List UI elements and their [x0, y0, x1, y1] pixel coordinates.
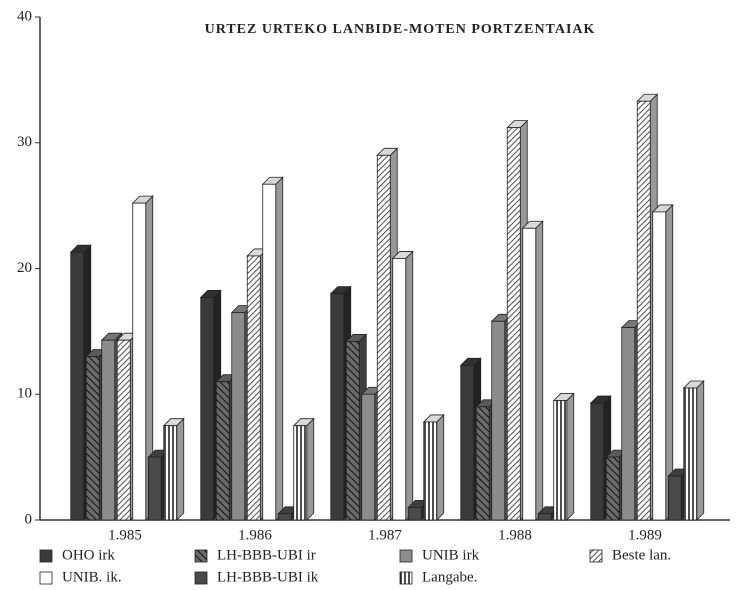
- bar: [330, 293, 345, 521]
- bar-side: [405, 250, 414, 521]
- y-tick-label: 20: [17, 260, 32, 276]
- bar: [147, 456, 162, 521]
- bar: [262, 183, 277, 521]
- bar: [621, 327, 636, 521]
- bar: [460, 364, 475, 521]
- legend-label: UNIB. ik.: [62, 569, 122, 585]
- legend-label: Langabe.: [422, 569, 477, 585]
- bar-side: [436, 413, 445, 521]
- bar-side: [176, 417, 185, 521]
- bar: [590, 402, 605, 521]
- legend-swatch: [399, 549, 413, 563]
- bar-hatch: [423, 421, 437, 520]
- y-tick-label: 40: [17, 8, 32, 24]
- y-tick-label: 0: [25, 511, 33, 527]
- bar: [537, 513, 552, 521]
- bar-hatch: [117, 340, 131, 520]
- y-tick-label: 10: [17, 386, 32, 402]
- bar: [132, 202, 147, 521]
- legend-label: LH-BBB-UBI ik: [217, 569, 319, 585]
- bar: [667, 475, 682, 521]
- y-tick-label: 30: [17, 134, 32, 150]
- chart-title: URTEZ URTEKO LANBIDE-MOTEN PORTZENTAIAK: [205, 22, 596, 37]
- bar-hatch: [476, 406, 490, 520]
- legend-swatch: [39, 571, 53, 585]
- bar-side: [696, 379, 705, 521]
- bar-side: [275, 176, 284, 521]
- bar-hatch: [86, 356, 100, 520]
- bar-side: [566, 392, 575, 521]
- legend-label: OHO irk: [62, 547, 115, 563]
- legend-label: Beste lan.: [612, 547, 671, 563]
- legend-hatch: [400, 572, 412, 584]
- x-tick-label: 1.985: [108, 527, 142, 543]
- bar-hatch: [293, 425, 307, 520]
- legend-hatch: [195, 550, 207, 562]
- bar-hatch: [637, 101, 651, 520]
- bar: [231, 312, 246, 521]
- x-tick-label: 1.986: [238, 527, 272, 543]
- legend-label: UNIB irk: [422, 547, 480, 563]
- legend-label: LH-BBB-UBI ir: [217, 547, 316, 563]
- bar-side: [535, 220, 544, 521]
- bar-hatch: [606, 457, 620, 520]
- bar-hatch: [553, 400, 567, 520]
- bar: [277, 513, 292, 521]
- bar-hatch: [507, 127, 521, 520]
- bar-hatch: [683, 387, 697, 520]
- legend-hatch: [590, 550, 602, 562]
- x-tick-label: 1.989: [628, 527, 662, 543]
- bar-hatch: [216, 381, 230, 520]
- x-tick-label: 1.987: [368, 527, 402, 543]
- bar-hatch: [163, 425, 177, 520]
- bar-hatch: [346, 341, 360, 520]
- bar-side: [306, 417, 315, 521]
- legend-swatch: [194, 571, 208, 585]
- x-tick-label: 1.988: [498, 527, 532, 543]
- bar: [70, 251, 85, 521]
- bar-hatch: [377, 155, 391, 520]
- bar: [200, 297, 215, 521]
- bar: [101, 339, 116, 521]
- bar: [407, 507, 422, 521]
- bar: [392, 258, 407, 521]
- bar: [652, 211, 667, 521]
- bar-hatch: [247, 255, 261, 521]
- legend-swatch: [39, 549, 53, 563]
- bar: [361, 393, 376, 521]
- bar: [491, 320, 506, 521]
- bar: [522, 227, 537, 521]
